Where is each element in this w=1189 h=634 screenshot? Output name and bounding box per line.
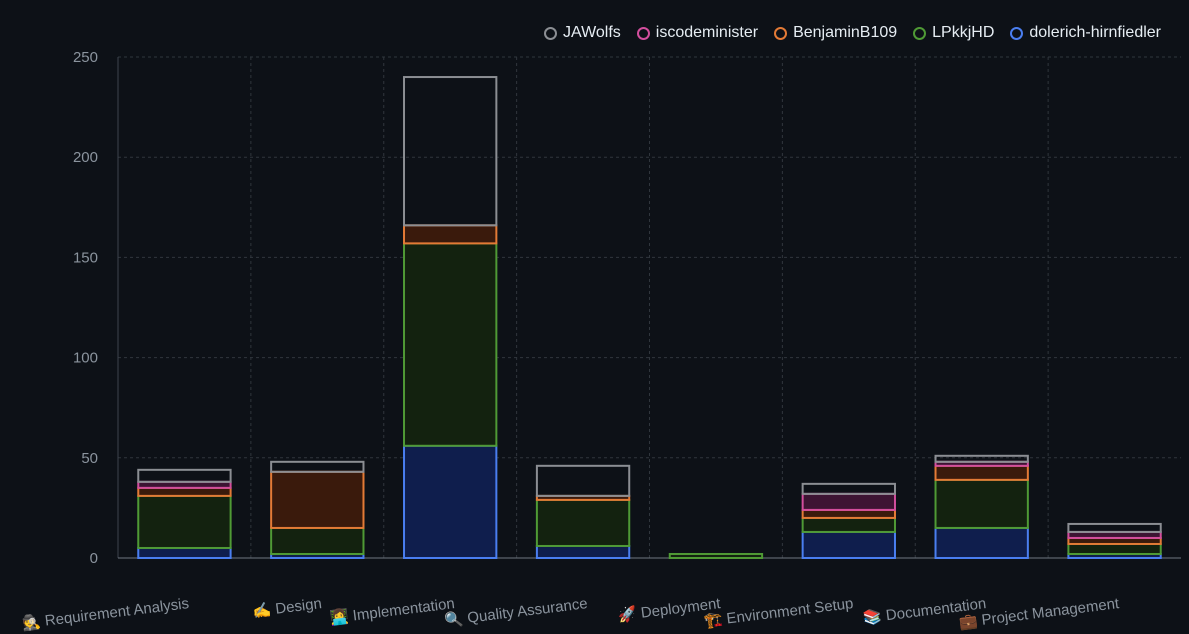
bar-segment-jawolfs: JAWolfs: 5 <box>270 460 365 473</box>
y-tick-label: 100 <box>73 350 98 367</box>
y-tick-label: 50 <box>81 450 98 467</box>
y-tick-label: 200 <box>73 149 98 166</box>
bar-segment-lpkkjhd: LPkkjHD: 7 <box>801 516 896 533</box>
legend-swatch-icon <box>1010 26 1024 40</box>
x-tick-label: ✍️ Design <box>252 594 323 620</box>
bar-segment-jawolfs: JAWolfs: 4 <box>1067 522 1162 533</box>
bar-segment-dolerich-hirnfiedler: dolerich-hirnfiedler: 5 <box>137 546 232 559</box>
chart-legend: JAWolfs iscodeminister BenjaminB109 LPkkjHD… <box>544 24 1161 42</box>
bar-segment-jawolfs: JAWolfs: 15 <box>535 464 631 497</box>
bar-segment-dolerich-hirnfiedler: dolerich-hirnfiedler: 13 <box>801 530 896 559</box>
legend-swatch-icon <box>774 26 788 40</box>
legend-label: LPkkjHD <box>932 24 995 41</box>
legend-item-iscodeminister[interactable]: iscodeminister <box>636 24 759 42</box>
bar-segment-jawolfs: JAWolfs: 6 <box>137 468 232 483</box>
legend-swatch-icon <box>636 26 650 40</box>
legend-item-dolerich-hirnfiedler[interactable]: dolerich-hirnfiedler <box>1010 24 1161 42</box>
bar-segment-benjaminb109: BenjaminB109: 9 <box>403 224 498 245</box>
x-tick-label: 👩‍💻 Implementation <box>329 594 456 627</box>
legend-label: JAWolfs <box>563 24 621 41</box>
bar-segment-jawolfs: JAWolfs: 5 <box>801 482 896 495</box>
bar-segment-iscodeminister: iscodeminister: 8 <box>801 492 896 511</box>
bar-segment-lpkkjhd: LPkkjHD: 26 <box>137 494 232 549</box>
legend-label: iscodeminister <box>655 24 759 41</box>
legend-label: BenjaminB109 <box>793 24 898 41</box>
bar-segment-lpkkjhd: LPkkjHD: 24 <box>934 478 1029 529</box>
bar-segment-lpkkjhd: LPkkjHD: 5 <box>1067 542 1162 555</box>
bar-segment-benjaminb109: BenjaminB109: 28 <box>270 470 365 529</box>
legend-label: dolerich-hirnfiedler <box>1029 24 1161 41</box>
bar-segment-jawolfs: JAWolfs: 3 <box>934 454 1029 463</box>
x-tick-label: 🏗️ Environment Setup <box>703 595 854 630</box>
bar-segment-lpkkjhd: LPkkjHD: 2 <box>668 552 764 560</box>
bar-segment-benjaminb109: BenjaminB109: 7 <box>934 464 1029 481</box>
bar-segment-dolerich-hirnfiedler: dolerich-hirnfiedler: 56 <box>403 444 498 559</box>
y-tick-label: 250 <box>73 49 98 66</box>
bar-segment-lpkkjhd: LPkkjHD: 101 <box>403 242 498 447</box>
bar-segment-dolerich-hirnfiedler: dolerich-hirnfiedler: 6 <box>535 544 631 560</box>
x-tick-label: 🔍 Quality Assurance <box>444 593 589 629</box>
bar-segment-dolerich-hirnfiedler: dolerich-hirnfiedler: 15 <box>934 526 1029 560</box>
x-tick-label: 🕵️ Requirement Analysis <box>21 594 190 632</box>
bar-segment-lpkkjhd: LPkkjHD: 13 <box>270 526 365 555</box>
y-tick-label: 150 <box>73 249 98 266</box>
legend-swatch-icon <box>913 26 927 40</box>
bar-segment-jawolfs: JAWolfs: 74 <box>403 76 498 227</box>
legend-item-benjaminb109[interactable]: BenjaminB109 <box>774 24 897 42</box>
y-tick-label: 0 <box>90 550 98 567</box>
legend-swatch-icon <box>544 26 557 40</box>
bar-segment-benjaminb109: BenjaminB109: 4 <box>137 486 232 497</box>
legend-item-jawolfs[interactable]: JAWolfs <box>544 24 621 42</box>
legend-item-lpkkjhd[interactable]: LPkkjHD <box>913 24 994 42</box>
bar-segment-lpkkjhd: LPkkjHD: 23 <box>535 498 631 547</box>
bar-segment-benjaminb109: BenjaminB109: 4 <box>801 508 896 519</box>
